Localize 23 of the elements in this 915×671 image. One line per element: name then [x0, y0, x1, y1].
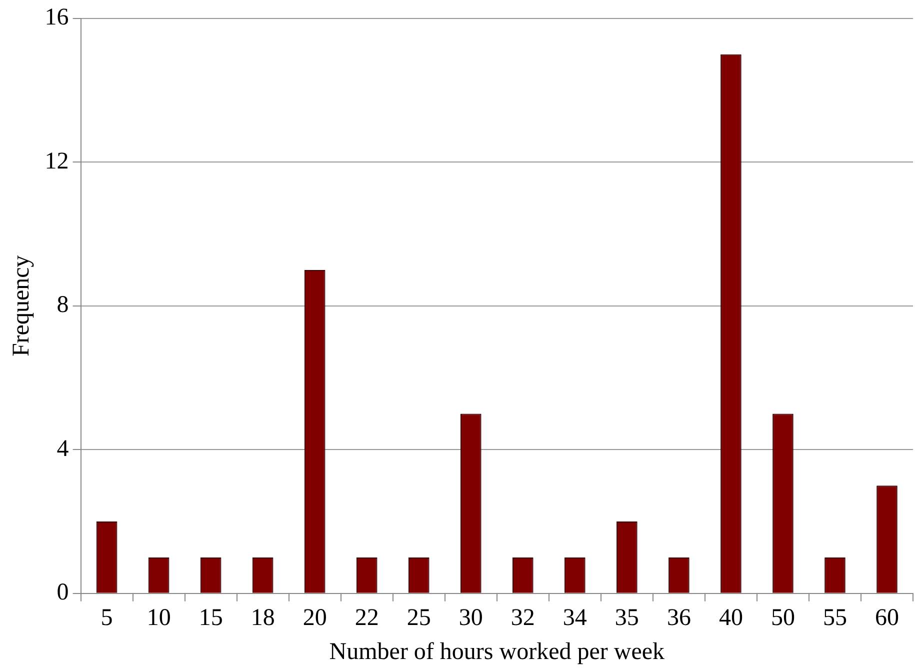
x-axis-title: Number of hours worked per week	[329, 638, 665, 665]
x-tick-label: 60	[874, 605, 899, 632]
y-axis-title: Frequency	[8, 255, 35, 357]
y-tick-label: 8	[56, 292, 69, 318]
x-tick-label: 18	[250, 605, 275, 632]
x-tick-label: 34	[562, 605, 587, 632]
x-tick-label: 50	[770, 605, 795, 632]
y-tick-label: 12	[44, 148, 69, 174]
y-tick-label: 0	[56, 580, 69, 606]
x-tick-label: 30	[458, 605, 483, 632]
y-tick-label: 16	[44, 4, 69, 31]
x-tick-label: 40	[718, 605, 743, 632]
x-tick-label: 55	[822, 605, 847, 632]
x-tick-label: 20	[302, 605, 327, 632]
y-tick-label: 4	[56, 436, 69, 462]
x-tick-label: 25	[406, 605, 431, 632]
x-tick-label: 22	[354, 605, 379, 632]
x-tick-label: 15	[198, 605, 223, 632]
x-tick-label: 35	[614, 605, 639, 632]
x-tick-label: 36	[666, 605, 691, 632]
x-tick-label: 32	[510, 605, 535, 632]
x-tick-label: 10	[146, 605, 171, 632]
x-tick-label: 5	[100, 605, 113, 632]
